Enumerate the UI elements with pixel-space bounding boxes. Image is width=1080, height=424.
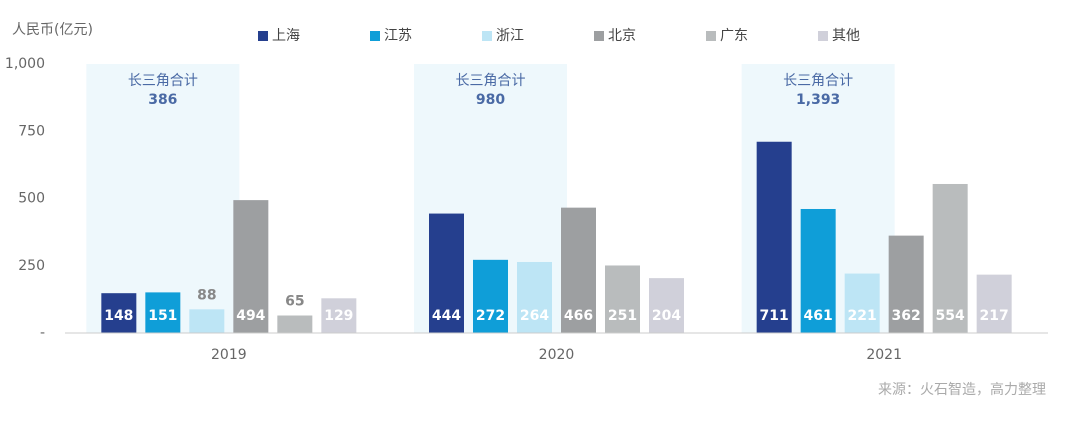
legend-swatch: [706, 31, 716, 41]
data-label: 711: [760, 308, 789, 324]
data-label: 444: [432, 308, 461, 324]
x-tick-label: 2019: [211, 347, 247, 363]
highlight-label: 长三角合计: [128, 73, 198, 89]
data-label: 65: [285, 294, 304, 310]
data-label: 88: [197, 287, 216, 303]
data-label: 221: [848, 308, 877, 324]
bar: [976, 274, 1012, 333]
highlight-box: [86, 64, 240, 333]
bar: [561, 207, 596, 333]
legend-label: 北京: [608, 28, 636, 44]
data-label: 494: [236, 308, 265, 324]
highlight-label: 长三角合计: [456, 73, 526, 89]
bar: [189, 309, 225, 333]
bar: [649, 278, 684, 333]
bar: [321, 298, 357, 333]
data-label: 217: [980, 308, 1009, 324]
data-label: 466: [564, 308, 593, 324]
data-label: 148: [104, 308, 133, 324]
highlight-value: 980: [476, 92, 505, 108]
bar: [233, 200, 269, 333]
highlight-value: 1,393: [796, 92, 840, 108]
y-tick-label: 750: [18, 123, 45, 139]
data-label: 204: [652, 308, 681, 324]
legend-label: 江苏: [384, 28, 412, 44]
x-tick-label: 2020: [539, 347, 575, 363]
legend-label: 上海: [272, 28, 300, 44]
legend-swatch: [594, 31, 604, 41]
bar: [800, 208, 836, 333]
bar: [844, 273, 880, 333]
bar: [517, 261, 552, 333]
bar: [429, 213, 464, 333]
source-note: 来源：火石智造，高力整理: [878, 381, 1046, 398]
highlight-label: 长三角合计: [783, 73, 853, 89]
legend-swatch: [482, 31, 492, 41]
data-label: 362: [892, 308, 921, 324]
data-label: 129: [324, 308, 353, 324]
highlight-value: 386: [148, 92, 177, 108]
legend-label: 广东: [720, 28, 748, 44]
y-tick-label: 500: [18, 191, 45, 207]
bar: [145, 292, 181, 333]
data-label: 461: [804, 308, 833, 324]
y-tick-label: 1,000: [5, 56, 45, 72]
data-label: 554: [936, 308, 965, 324]
bar: [605, 265, 640, 333]
bar: [473, 259, 508, 333]
data-label: 251: [608, 308, 637, 324]
y-axis-label: 人民币(亿元): [12, 22, 93, 38]
data-label: 151: [148, 308, 177, 324]
bar: [932, 183, 968, 333]
y-tick-label: 250: [18, 258, 45, 274]
legend-label: 浙江: [496, 28, 524, 44]
x-tick-label: 2021: [866, 347, 902, 363]
bar: [756, 141, 792, 333]
legend-swatch: [370, 31, 380, 41]
data-label: 264: [520, 308, 549, 324]
y-tick-label: -: [40, 325, 45, 341]
legend-label: 其他: [832, 28, 860, 44]
legend-swatch: [818, 31, 828, 41]
data-label: 272: [476, 308, 505, 324]
legend-swatch: [258, 31, 268, 41]
bar: [277, 315, 313, 333]
bar: [888, 235, 924, 333]
bar: [101, 293, 137, 333]
